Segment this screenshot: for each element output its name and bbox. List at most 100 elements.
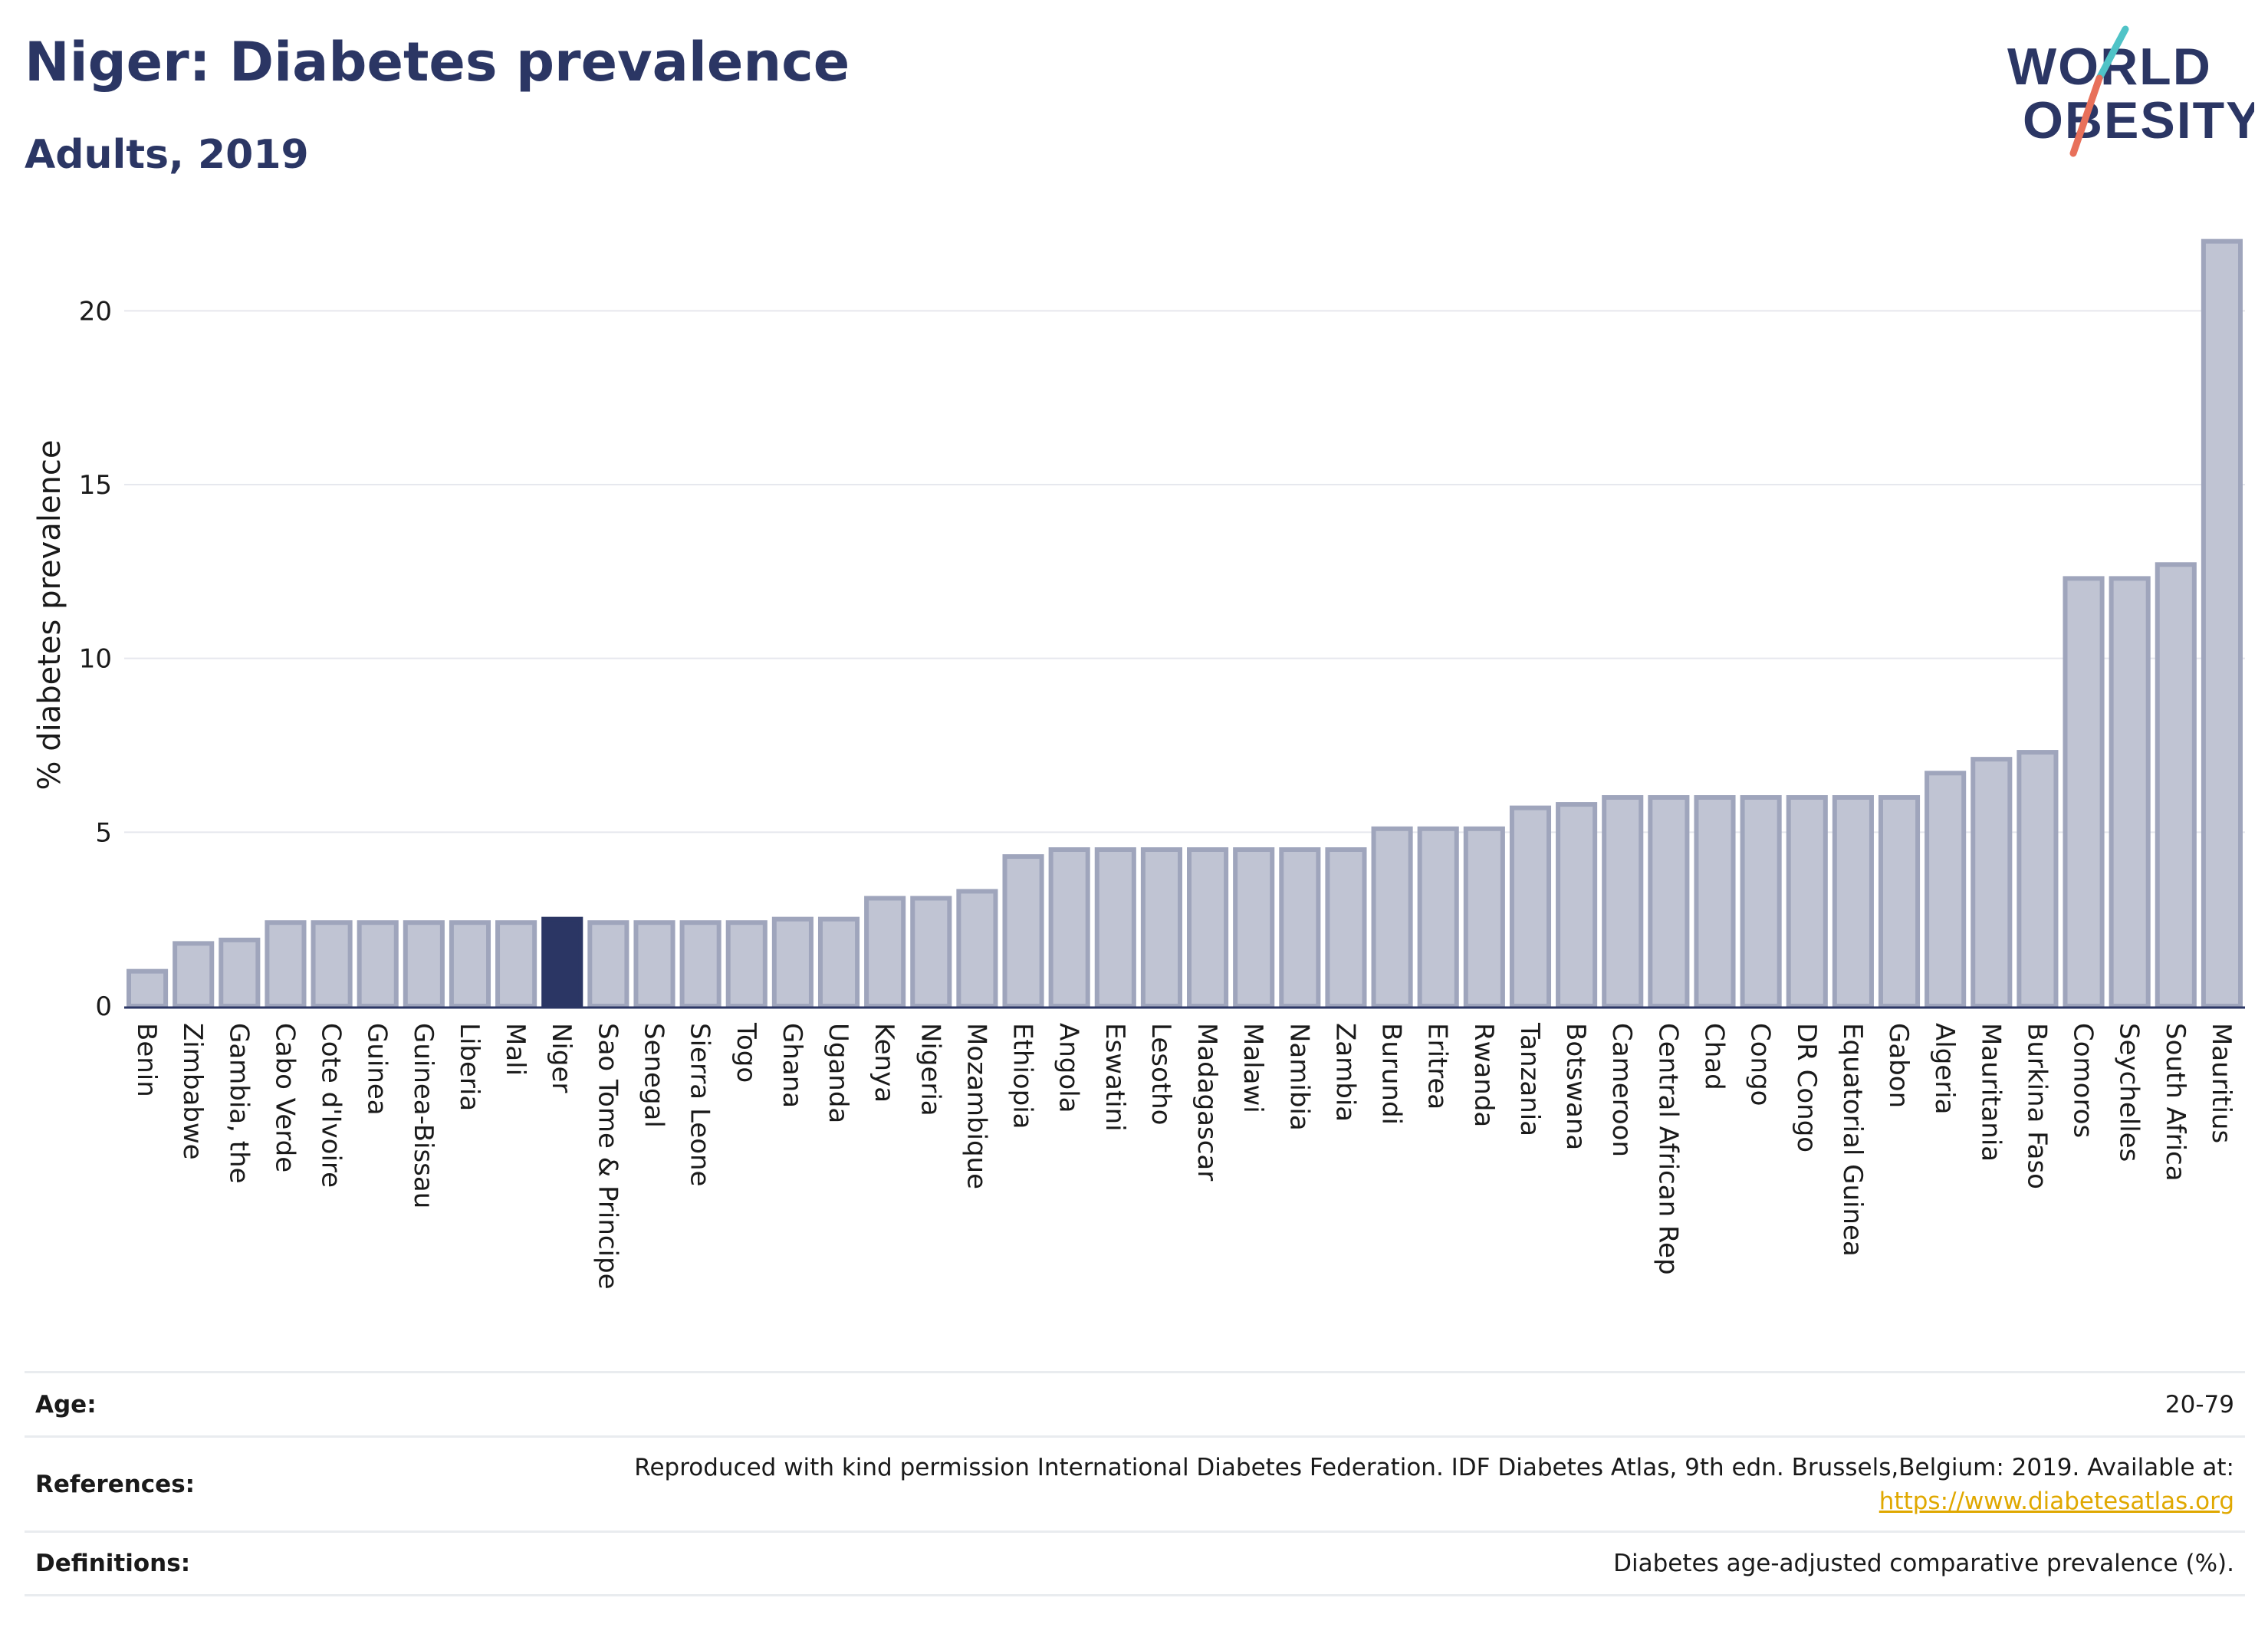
x-tick-label: Rwanda xyxy=(1468,1023,1499,1127)
bar xyxy=(1140,847,1182,1008)
x-tick-label: Senegal xyxy=(639,1023,669,1128)
x-tick-label: Niger xyxy=(546,1023,577,1093)
bar xyxy=(2063,576,2105,1008)
y-axis-title: % diabetes prevalence xyxy=(32,439,67,790)
bar xyxy=(679,920,721,1008)
bar xyxy=(910,896,952,1009)
y-tick-label: 10 xyxy=(79,644,112,675)
x-tick-label: Comoros xyxy=(2068,1023,2099,1138)
logo-slash-teal xyxy=(2095,25,2129,82)
bar xyxy=(1417,826,1459,1009)
bar xyxy=(817,916,860,1008)
x-tick-label: Namibia xyxy=(1284,1023,1314,1131)
x-tick-label: Ethiopia xyxy=(1007,1023,1038,1129)
bar xyxy=(1971,757,2013,1009)
definitions-label: Definitions: xyxy=(35,1550,191,1577)
world-obesity-logo: WORLD OBESITY xyxy=(2007,25,2254,157)
bar xyxy=(1556,802,1598,1008)
x-tick-label: Equatorial Guinea xyxy=(1837,1023,1868,1257)
bar xyxy=(1325,847,1367,1008)
bar xyxy=(1048,847,1090,1008)
x-tick-label: Burkina Faso xyxy=(2021,1023,2052,1189)
x-tick-label: Zambia xyxy=(1330,1023,1360,1122)
bar xyxy=(1233,847,1275,1008)
metadata-table: Age: 20-79 References: Reproduced with k… xyxy=(25,1371,2245,1596)
bar xyxy=(1786,795,1828,1008)
x-tick-label: Madagascar xyxy=(1192,1023,1222,1181)
x-tick-label: Kenya xyxy=(869,1023,899,1103)
bar xyxy=(449,920,491,1008)
x-tick-label: Ghana xyxy=(777,1023,807,1108)
bar xyxy=(587,920,629,1008)
x-tick-label: Zimbabwe xyxy=(177,1023,208,1160)
bar xyxy=(1740,795,1782,1008)
logo-slash-coral xyxy=(2069,74,2103,157)
bar xyxy=(1648,795,1690,1008)
x-tick-label: Gambia, the xyxy=(223,1023,254,1184)
x-tick-label: Guinea-Bissau xyxy=(408,1023,439,1208)
x-tick-label: DR Congo xyxy=(1791,1023,1822,1152)
bar xyxy=(127,968,169,1008)
page-subtitle: Adults, 2019 xyxy=(25,132,309,178)
bar xyxy=(1602,795,1644,1008)
y-tick-label: 0 xyxy=(95,991,112,1022)
bar xyxy=(265,920,307,1008)
logo-text-obesity: OBESITY xyxy=(2023,91,2254,150)
x-tick-label: Seychelles xyxy=(2114,1023,2145,1162)
x-tick-label: Chad xyxy=(1699,1023,1730,1090)
bar xyxy=(219,937,261,1009)
bar xyxy=(2155,562,2197,1008)
bar xyxy=(357,920,399,1008)
x-tick-label: Liberia xyxy=(454,1023,485,1111)
bar xyxy=(403,920,445,1008)
bar xyxy=(1371,826,1413,1009)
bar xyxy=(1094,847,1136,1008)
x-tick-label: Mauritius xyxy=(2206,1023,2237,1143)
x-tick-label: Botswana xyxy=(1560,1023,1591,1150)
x-tick-label: South Africa xyxy=(2160,1023,2191,1182)
x-tick-label: Cameroon xyxy=(1606,1023,1637,1157)
bar xyxy=(173,941,215,1009)
x-tick-label: Congo xyxy=(1745,1023,1776,1106)
x-tick-label: Angola xyxy=(1053,1023,1084,1113)
meta-row-age: Age: 20-79 xyxy=(25,1371,2245,1435)
x-tick-label: Uganda xyxy=(823,1023,853,1123)
meta-row-definitions: Definitions: Diabetes age-adjusted compa… xyxy=(25,1530,2245,1596)
x-tick-label: Guinea xyxy=(362,1023,393,1116)
bar xyxy=(1463,826,1505,1009)
x-tick-label: Sierra Leone xyxy=(685,1023,715,1186)
x-tick-label: Cote d'Ivoire xyxy=(316,1023,347,1188)
bar xyxy=(1509,805,1552,1008)
x-tick-label: Sao Tome & Principe xyxy=(592,1023,623,1290)
x-tick-label: Gabon xyxy=(1883,1023,1914,1108)
bar xyxy=(1694,795,1736,1008)
references-label: References: xyxy=(35,1470,196,1498)
x-tick-label: Nigeria xyxy=(915,1023,945,1116)
bar xyxy=(1187,847,1229,1008)
x-tick-label: Malawi xyxy=(1238,1023,1268,1113)
page-title: Niger: Diabetes prevalence xyxy=(25,31,850,94)
bar xyxy=(311,920,353,1008)
bar xyxy=(725,920,768,1008)
bar xyxy=(2201,238,2243,1008)
bar xyxy=(1878,795,1921,1008)
y-tick-label: 20 xyxy=(79,296,112,327)
bar-highlight xyxy=(541,916,583,1008)
age-label: Age: xyxy=(35,1390,97,1419)
x-tick-label: Eritrea xyxy=(1422,1023,1453,1110)
bar xyxy=(956,889,998,1009)
references-value: Reproduced with kind permission Internat… xyxy=(634,1451,2234,1518)
bar xyxy=(1925,771,1967,1008)
x-tick-label: Burundi xyxy=(1376,1023,1407,1125)
references-link[interactable]: https://www.diabetesatlas.org xyxy=(1878,1487,2234,1515)
bar-chart: 0 5 10 15 20 % diabetes prevalence Benin Zimbab… xyxy=(32,238,2245,1290)
bar xyxy=(864,896,906,1009)
y-tick-label: 15 xyxy=(79,470,112,501)
bar xyxy=(771,916,814,1008)
bar xyxy=(633,920,675,1008)
age-value: 20-79 xyxy=(2164,1390,2234,1419)
x-tick-label: Eswatini xyxy=(1099,1023,1130,1132)
bar xyxy=(1002,854,1044,1008)
x-tick-label: Mali xyxy=(500,1023,531,1076)
x-tick-label: Lesotho xyxy=(1146,1023,1176,1125)
